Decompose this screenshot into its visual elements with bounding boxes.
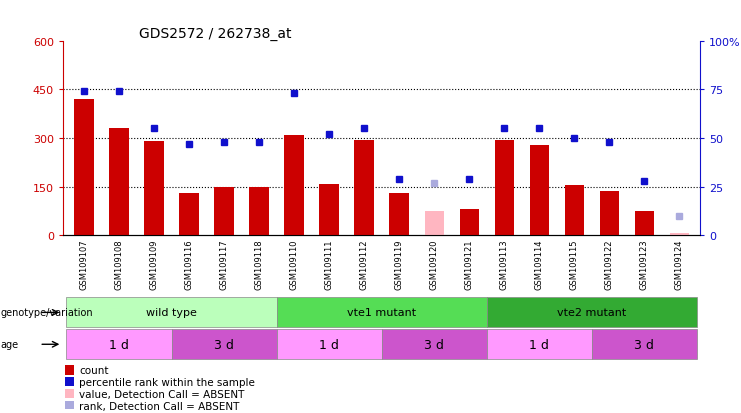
Bar [354,140,373,236]
Text: count: count [79,365,108,375]
Bar [65,365,74,375]
Text: 1 d: 1 d [529,338,549,351]
Text: percentile rank within the sample: percentile rank within the sample [79,377,255,387]
Text: genotype/variation: genotype/variation [1,308,93,318]
Bar [425,211,444,236]
Bar [276,298,487,328]
Bar [276,330,382,359]
Bar [459,210,479,236]
Bar [382,330,487,359]
Bar [487,298,697,328]
Bar [592,330,697,359]
Text: 1 d: 1 d [109,338,129,351]
Bar [670,233,689,236]
Bar [390,194,409,236]
Bar [65,377,74,387]
Bar [171,330,276,359]
Text: value, Detection Call = ABSENT: value, Detection Call = ABSENT [79,389,245,399]
Bar [319,185,339,236]
Bar [285,135,304,236]
Text: 3 d: 3 d [214,338,234,351]
Text: vte1 mutant: vte1 mutant [347,308,416,318]
Bar [65,389,74,399]
Bar [144,142,164,236]
Bar [179,194,199,236]
Bar [214,188,233,236]
Bar [565,186,584,236]
Bar [487,330,592,359]
Bar [67,298,276,328]
Bar [110,129,129,236]
Bar [74,100,93,236]
Text: vte2 mutant: vte2 mutant [557,308,626,318]
Bar [250,188,269,236]
Text: rank, Detection Call = ABSENT: rank, Detection Call = ABSENT [79,401,239,411]
Text: GDS2572 / 262738_at: GDS2572 / 262738_at [139,27,292,41]
Text: wild type: wild type [146,308,197,318]
Bar [530,145,549,236]
Bar [634,211,654,236]
Text: age: age [1,339,19,349]
Text: 3 d: 3 d [424,338,444,351]
Text: 3 d: 3 d [634,338,654,351]
Bar [599,191,619,236]
Bar [67,330,171,359]
Bar [65,401,74,410]
Text: 1 d: 1 d [319,338,339,351]
Bar [494,140,514,236]
